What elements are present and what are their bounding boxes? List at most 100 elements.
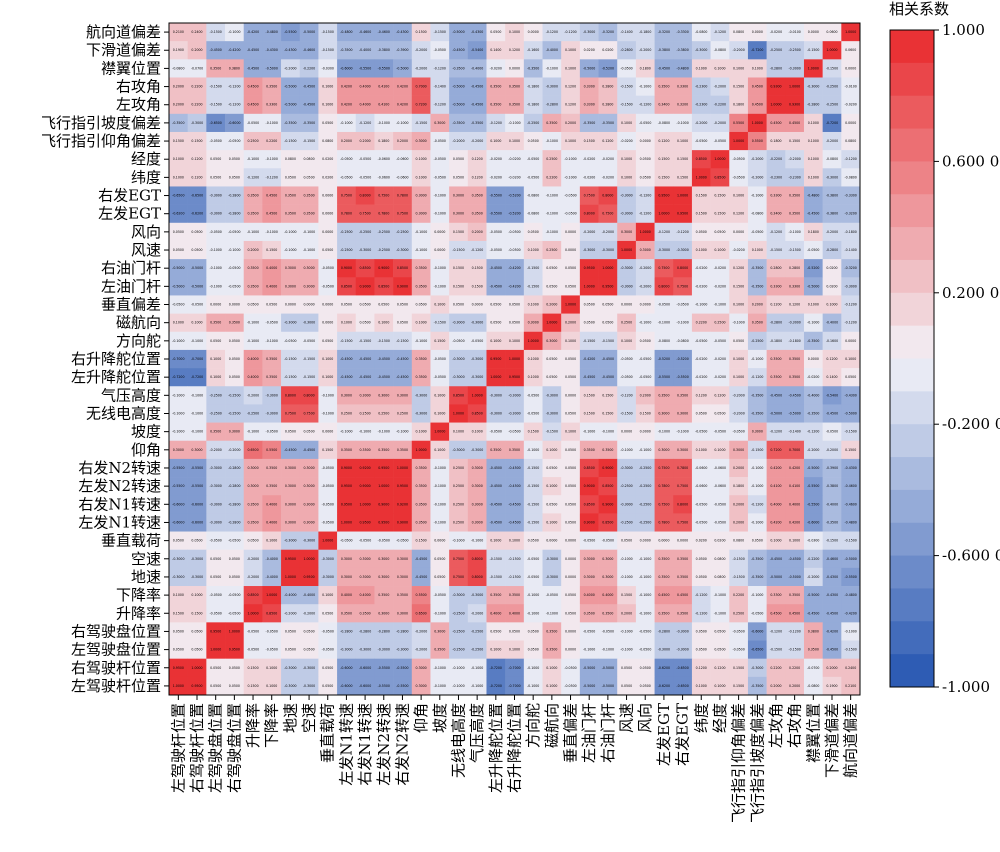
heatmap-cell-value: -0.2000 (732, 393, 744, 397)
heatmap-cell-value: 0.1000 (528, 357, 539, 361)
heatmap-cell (449, 368, 469, 387)
heatmap-cell (486, 349, 506, 369)
heatmap-cell-value: 0.0000 (733, 230, 744, 234)
heatmap-cell (206, 77, 226, 96)
heatmap-cell (654, 658, 674, 678)
heatmap-cell (617, 368, 637, 387)
heatmap-cell-value: 0.9000 (584, 484, 595, 488)
heatmap-cell-value: -0.1500 (210, 85, 222, 89)
heatmap-cell-value: -0.2500 (471, 629, 483, 633)
heatmap-cell (299, 368, 319, 387)
heatmap-cell-value: 0.0500 (303, 629, 314, 633)
heatmap-cell-value: -0.1000 (546, 194, 558, 198)
heatmap-cell-value: -0.1000 (434, 502, 446, 506)
heatmap-cell (281, 95, 301, 115)
heatmap-cell-value: 0.3500 (789, 593, 800, 597)
heatmap-cell (374, 131, 394, 151)
heatmap-cell (467, 622, 487, 641)
heatmap-cell (729, 422, 749, 442)
heatmap-cell (299, 586, 319, 605)
heatmap-cell (598, 295, 618, 314)
heatmap-cell (355, 658, 375, 678)
heatmap-cell (187, 349, 207, 369)
heatmap-cell (411, 59, 431, 78)
heatmap-cell-value: -0.3300 (845, 194, 857, 198)
heatmap-cell-value: -0.1000 (415, 248, 427, 252)
heatmap-cell (355, 150, 375, 169)
heatmap-cell (467, 240, 487, 260)
heatmap-cell (449, 186, 469, 205)
heatmap-cell (617, 222, 637, 242)
heatmap-cell-value: -0.5500 (191, 466, 203, 470)
heatmap-cell (785, 440, 805, 460)
heatmap-cell (710, 59, 730, 78)
heatmap-cell (785, 604, 805, 623)
heatmap-cell (411, 295, 431, 314)
heatmap-cell (299, 440, 319, 460)
heatmap-cell (169, 204, 188, 224)
heatmap-cell (691, 41, 711, 60)
heatmap-cell (430, 549, 450, 569)
heatmap-cell-value: 0.1500 (416, 30, 427, 34)
heatmap-cell-value: 0.0500 (490, 629, 501, 633)
heatmap-cell (617, 586, 637, 605)
heatmap-cell (206, 458, 226, 478)
heatmap-cell-value: -0.1200 (695, 593, 707, 597)
heatmap-cell-value: -0.0200 (770, 30, 782, 34)
heatmap-cell-value: -0.1400 (788, 430, 800, 434)
heatmap-cell-value: -0.2500 (770, 48, 782, 52)
heatmap-cell (617, 604, 637, 623)
heatmap-cell-value: 0.2500 (247, 139, 258, 143)
heatmap-cell (673, 41, 693, 60)
heatmap-cell (542, 222, 562, 242)
heatmap-cell (803, 41, 823, 60)
heatmap-cell (841, 676, 861, 696)
heatmap-cell-value: -0.4500 (303, 103, 315, 107)
heatmap-cell (785, 658, 805, 678)
heatmap-cell (299, 549, 319, 569)
heatmap-cell-value: 0.3000 (472, 520, 483, 524)
heatmap-cell (654, 640, 674, 659)
heatmap-cell (430, 204, 450, 224)
heatmap-cell (523, 495, 543, 514)
heatmap-cell-value: 0.3000 (378, 611, 389, 615)
heatmap-cell-value: -0.1500 (284, 357, 296, 361)
heatmap-cell (505, 368, 525, 387)
heatmap-cell-value: -0.0500 (228, 284, 240, 288)
heatmap-cell (803, 222, 823, 242)
heatmap-cell (449, 77, 469, 96)
heatmap-cell-value: -0.1500 (751, 448, 763, 452)
heatmap-cell (262, 368, 282, 387)
heatmap-cell (841, 422, 861, 442)
heatmap-cell-value: 0.7500 (658, 266, 669, 270)
heatmap-cell-value: 0.1000 (696, 248, 707, 252)
heatmap-cell-value: -0.3000 (266, 411, 278, 415)
heatmap-cell-value: -0.2000 (247, 393, 259, 397)
heatmap-cell-value: 0.4500 (752, 85, 763, 89)
heatmap-cell (635, 41, 655, 60)
heatmap-cell (747, 113, 767, 133)
heatmap-cell (262, 59, 282, 78)
heatmap-cell-value: 0.8500 (247, 593, 258, 597)
heatmap-cell (374, 150, 394, 169)
heatmap-cell (299, 495, 319, 514)
heatmap-cell-value: -0.4500 (508, 484, 520, 488)
heatmap-cell (505, 386, 525, 405)
heatmap-cell-value: 0.3400 (770, 212, 781, 216)
heatmap-cell-value: -0.0500 (247, 648, 259, 652)
heatmap-cell (486, 222, 506, 242)
heatmap-cell-value: -0.2500 (452, 629, 464, 633)
heatmap-cell (691, 204, 711, 224)
heatmap-cell (803, 277, 823, 296)
heatmap-cell-value: -0.2000 (826, 448, 838, 452)
heatmap-cell-value: 0.0500 (640, 666, 651, 670)
heatmap-cell-value: 0.1000 (490, 539, 501, 543)
heatmap-cell (411, 186, 431, 205)
heatmap-cell (822, 567, 842, 587)
heatmap-cell-value: 0.2000 (826, 666, 837, 670)
heatmap-cell (393, 59, 413, 78)
row-label: 右攻角 (116, 78, 161, 96)
row-label: 左油门杆 (101, 277, 161, 295)
heatmap-cell (281, 131, 301, 151)
heatmap-cell (374, 259, 394, 278)
